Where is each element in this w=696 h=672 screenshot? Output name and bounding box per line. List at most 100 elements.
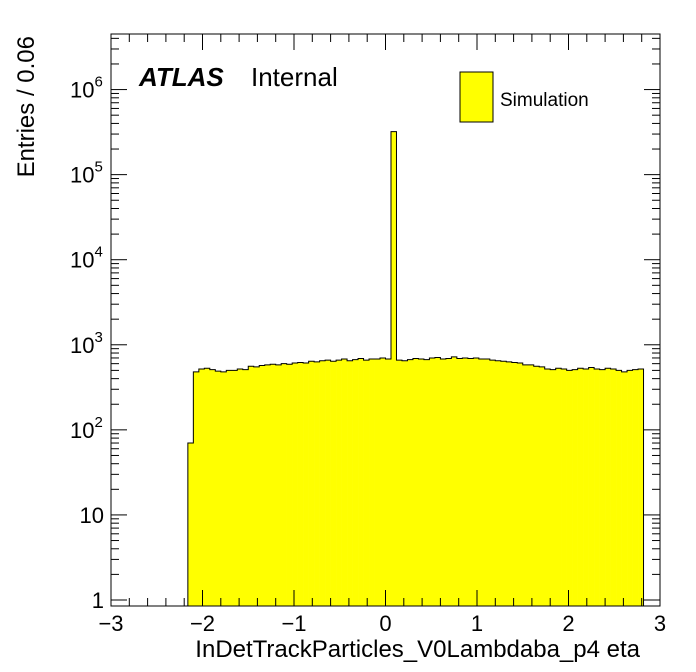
histogram-bin — [242, 369, 249, 606]
x-tick-label: 0 — [379, 611, 391, 636]
histogram-bin — [369, 359, 375, 606]
x-tick-label: −1 — [281, 611, 306, 636]
histogram-bin — [286, 364, 293, 606]
histogram-bin — [187, 443, 194, 606]
histogram-bin — [528, 364, 535, 606]
histogram-bin — [347, 360, 353, 606]
histogram-bin — [193, 371, 200, 606]
histogram-bin — [517, 363, 524, 606]
histogram-bin — [275, 364, 282, 606]
histogram-bin — [484, 359, 491, 606]
x-tick-label: 3 — [654, 611, 666, 636]
histogram-bin — [638, 368, 644, 606]
histogram-bin — [605, 368, 611, 606]
histogram-bin — [544, 368, 551, 606]
histogram-bin — [616, 370, 622, 606]
histogram-bin — [352, 359, 359, 606]
histogram-bin — [297, 362, 304, 606]
x-tick-label: 2 — [562, 611, 574, 636]
histogram-bin — [412, 358, 419, 606]
histogram-bin — [401, 360, 408, 606]
histogram-bin — [319, 360, 326, 606]
histogram-bin — [506, 361, 513, 606]
histogram-bin — [292, 363, 298, 606]
y-tick-label: 105 — [70, 159, 103, 188]
histogram-bin — [594, 368, 600, 606]
histogram-bin — [270, 364, 276, 606]
histogram-bin — [473, 357, 480, 606]
histogram-bin — [533, 366, 540, 606]
histogram-bin — [308, 361, 315, 606]
histogram-bin — [429, 357, 436, 606]
histogram-bin — [209, 369, 216, 606]
histogram-bin — [632, 369, 639, 606]
histogram-bin — [231, 370, 238, 606]
histogram-bin — [358, 358, 364, 606]
histogram-bin — [418, 359, 425, 606]
histogram-bin — [220, 371, 227, 606]
histogram-bin — [396, 360, 403, 606]
y-axis-label: Entries / 0.06 — [13, 36, 40, 177]
histogram-bin — [281, 363, 287, 606]
y-tick-label: 10 — [80, 503, 104, 528]
histogram-bin — [561, 368, 567, 606]
x-axis-label: InDetTrackParticles_V0Lambdaba_p4 eta — [195, 636, 640, 663]
atlas-sublabel: Internal — [251, 62, 338, 92]
histogram-bin — [264, 364, 271, 606]
histogram-bin — [583, 368, 589, 606]
histogram-bin — [588, 367, 595, 606]
histogram-bin — [314, 361, 320, 606]
histogram-bin — [456, 358, 463, 606]
histogram-bin — [627, 370, 633, 606]
histogram-bin — [390, 131, 397, 607]
histogram-bin — [445, 358, 452, 606]
histogram-bin — [385, 359, 392, 606]
histogram-bin — [330, 361, 337, 606]
histogram-bin — [204, 368, 211, 606]
histogram-bin — [215, 371, 222, 606]
histogram-bin — [462, 357, 469, 606]
histogram-bin — [363, 360, 370, 606]
histogram-bin — [599, 369, 606, 606]
x-tick-label: −2 — [190, 611, 215, 636]
histogram-bin — [226, 370, 233, 606]
histogram-bin — [495, 360, 502, 606]
histogram-bin — [566, 370, 573, 606]
y-tick-label: 103 — [70, 329, 103, 358]
histogram-bin — [434, 357, 441, 606]
histogram-bin — [237, 368, 244, 606]
histogram-bin — [511, 362, 518, 606]
legend-swatch — [459, 71, 494, 123]
histogram-bin — [478, 359, 485, 606]
histogram-outline — [187, 131, 645, 606]
histogram-bin — [336, 360, 342, 606]
histogram-bin — [489, 360, 496, 606]
histogram-bin — [374, 359, 381, 606]
histogram-bin — [610, 368, 617, 606]
y-tick-labels: 1 10 102 103 104 105 106 — [70, 74, 104, 613]
x-tick-labels: −3 −2 −1 0 1 2 3 — [98, 611, 666, 636]
histogram-bin — [555, 368, 562, 606]
histogram-bin — [423, 359, 430, 606]
histogram-bars — [187, 131, 644, 607]
histogram-bin — [380, 357, 386, 606]
histogram-bin — [451, 356, 458, 606]
histogram-bin — [341, 359, 348, 606]
y-tick-label: 102 — [70, 414, 103, 443]
histogram-bin — [500, 361, 507, 606]
x-tick-label: −3 — [98, 611, 123, 636]
histogram-bin — [467, 358, 474, 606]
histogram-bin — [577, 368, 584, 606]
y-tick-label: 106 — [70, 74, 103, 103]
histogram-bin — [550, 369, 556, 606]
histogram-bin — [259, 365, 266, 606]
histogram-bin — [539, 366, 546, 606]
histogram-bin — [325, 360, 331, 606]
axis-ticks — [110, 34, 661, 606]
histogram-bin — [303, 363, 309, 606]
x-tick-label: 1 — [471, 611, 483, 636]
histogram-bin — [198, 368, 205, 606]
legend-entry-simulation: Simulation — [500, 90, 589, 111]
histogram-bin — [253, 366, 260, 606]
